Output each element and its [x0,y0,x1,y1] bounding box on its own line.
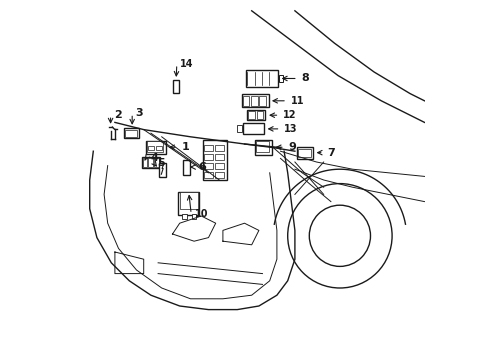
Text: 3: 3 [136,108,143,118]
Bar [141,157,160,168]
Bar [142,158,147,167]
Bar [154,158,159,167]
Text: 13: 13 [284,124,297,134]
Bar [178,192,199,215]
Bar [254,140,271,155]
Bar [248,111,254,119]
Bar [179,192,197,209]
Bar [146,141,166,154]
Text: 5: 5 [157,158,164,168]
Bar [247,110,265,120]
Bar [215,172,223,178]
Text: 2: 2 [114,110,122,120]
Text: 11: 11 [290,96,304,106]
Bar [204,172,212,178]
Text: 1: 1 [181,142,189,152]
Bar [123,128,139,138]
Bar [125,130,137,137]
Bar [148,158,153,167]
Bar [256,111,263,119]
Text: 12: 12 [283,110,296,120]
Bar [182,215,186,220]
Bar [259,96,265,106]
Text: 7: 7 [326,148,334,158]
Text: 9: 9 [288,142,296,152]
Bar [215,154,223,160]
Bar [297,149,310,157]
Bar [204,163,212,169]
Bar [156,146,162,150]
Bar [147,146,154,150]
Bar [245,70,277,87]
Bar [172,80,179,93]
Text: 14: 14 [180,59,194,69]
Bar [203,140,227,180]
Bar [251,96,257,106]
Bar [296,147,312,159]
Bar [242,123,264,134]
Bar [191,215,196,220]
Bar [215,163,223,169]
Bar [278,75,283,82]
Bar [146,141,163,152]
Bar [241,94,268,107]
Bar [204,154,212,160]
Bar [236,125,241,132]
Bar [204,145,212,151]
Bar [255,141,269,152]
Bar [215,145,223,151]
Text: 6: 6 [198,162,206,172]
Bar [243,96,249,106]
Text: 4: 4 [150,153,158,163]
Bar [159,163,165,177]
Text: 8: 8 [301,73,308,84]
Bar [182,160,189,175]
Text: 10: 10 [194,209,208,219]
